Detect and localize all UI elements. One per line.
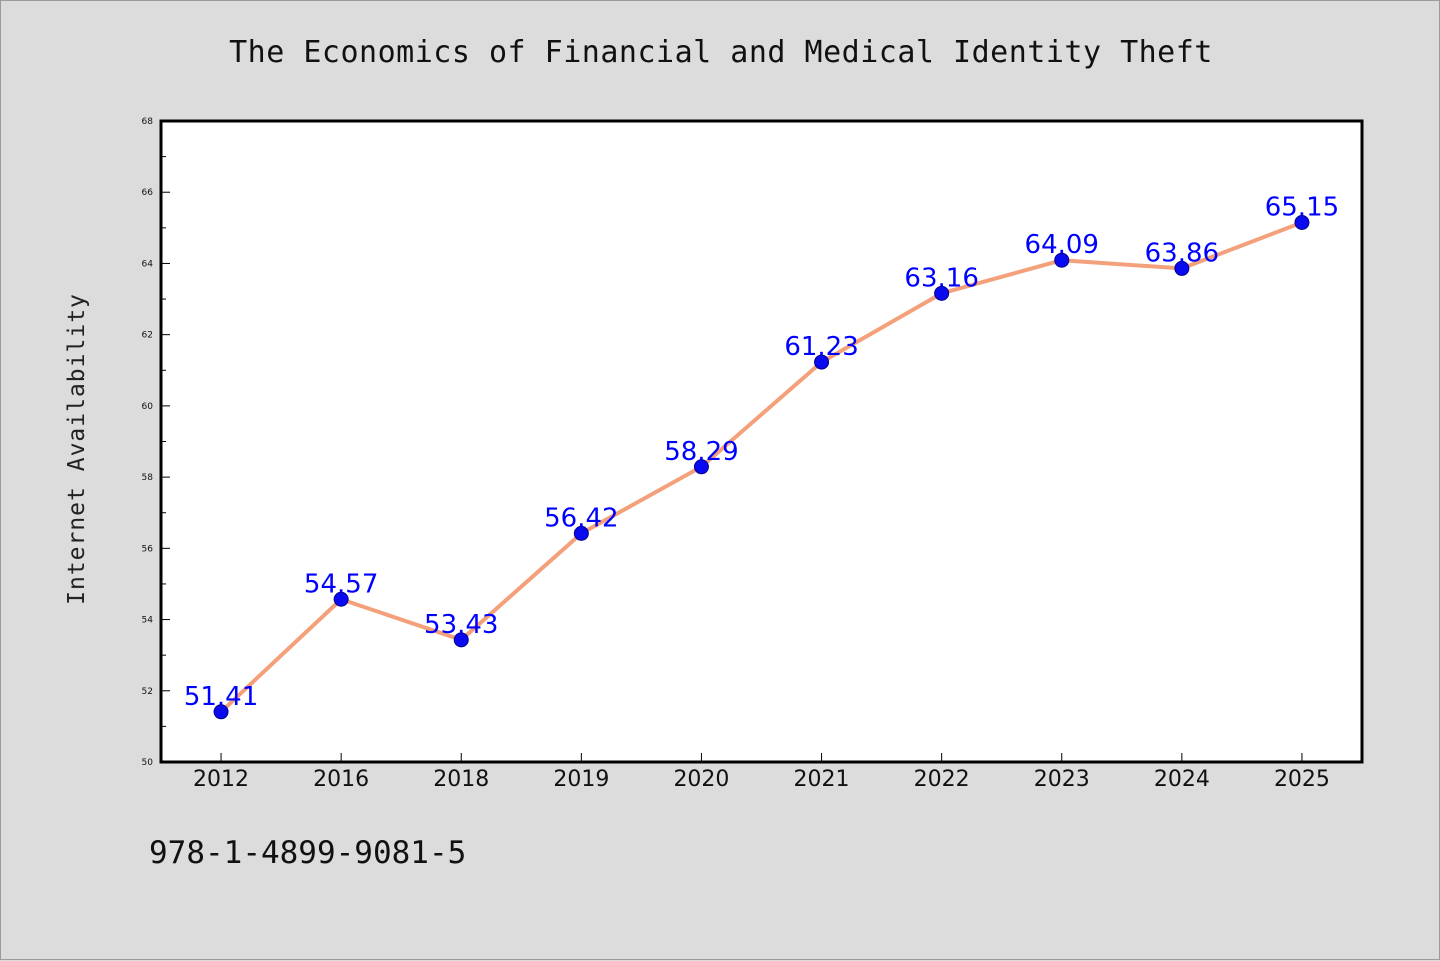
data-label: 56.42 [544, 503, 618, 533]
data-label: 63.16 [904, 263, 978, 293]
plot-area [161, 121, 1362, 762]
data-point [934, 285, 950, 301]
data-point [213, 704, 229, 720]
data-label: 65.15 [1265, 192, 1339, 222]
y-tick-label: 54 [142, 616, 154, 626]
x-tick-label: 2020 [673, 767, 729, 792]
data-point [1054, 252, 1070, 268]
data-label: 63.86 [1145, 238, 1219, 268]
y-tick-label: 50 [142, 758, 154, 768]
x-tick-label: 2024 [1154, 767, 1210, 792]
chart-title: The Economics of Financial and Medical I… [229, 35, 1213, 70]
y-tick-label: 66 [142, 188, 154, 198]
x-tick-label: 2018 [433, 767, 489, 792]
x-tick-label: 2023 [1034, 767, 1090, 792]
x-tick-label: 2022 [914, 767, 970, 792]
data-label: 58.29 [664, 437, 738, 467]
data-point [333, 591, 349, 607]
footer-identifier: 978-1-4899-9081-5 [149, 835, 467, 871]
y-tick-label: 64 [142, 259, 154, 269]
y-tick-label: 68 [142, 117, 154, 127]
data-point [453, 632, 469, 648]
data-label: 53.43 [424, 610, 498, 640]
x-tick-label: 2012 [193, 767, 249, 792]
data-label: 54.57 [304, 569, 378, 599]
data-label: 64.09 [1025, 230, 1099, 260]
data-point [1294, 214, 1310, 230]
y-tick-label: 56 [142, 544, 154, 554]
data-point [693, 459, 709, 475]
data-label: 61.23 [784, 332, 858, 362]
x-tick-label: 2025 [1274, 767, 1330, 792]
x-tick-label: 2016 [313, 767, 369, 792]
data-point [573, 525, 589, 541]
plot-frame [159, 119, 1364, 764]
series-line [219, 220, 1304, 714]
y-tick-label: 58 [142, 473, 154, 483]
data-label: 51.41 [184, 682, 258, 712]
x-tick-label: 2019 [553, 767, 609, 792]
y-tick-label: 52 [142, 687, 153, 697]
x-tick-label: 2021 [794, 767, 850, 792]
y-tick-label: 60 [142, 402, 154, 412]
y-tick-label: 62 [142, 331, 153, 341]
data-point [1174, 260, 1190, 276]
data-point [814, 354, 830, 370]
